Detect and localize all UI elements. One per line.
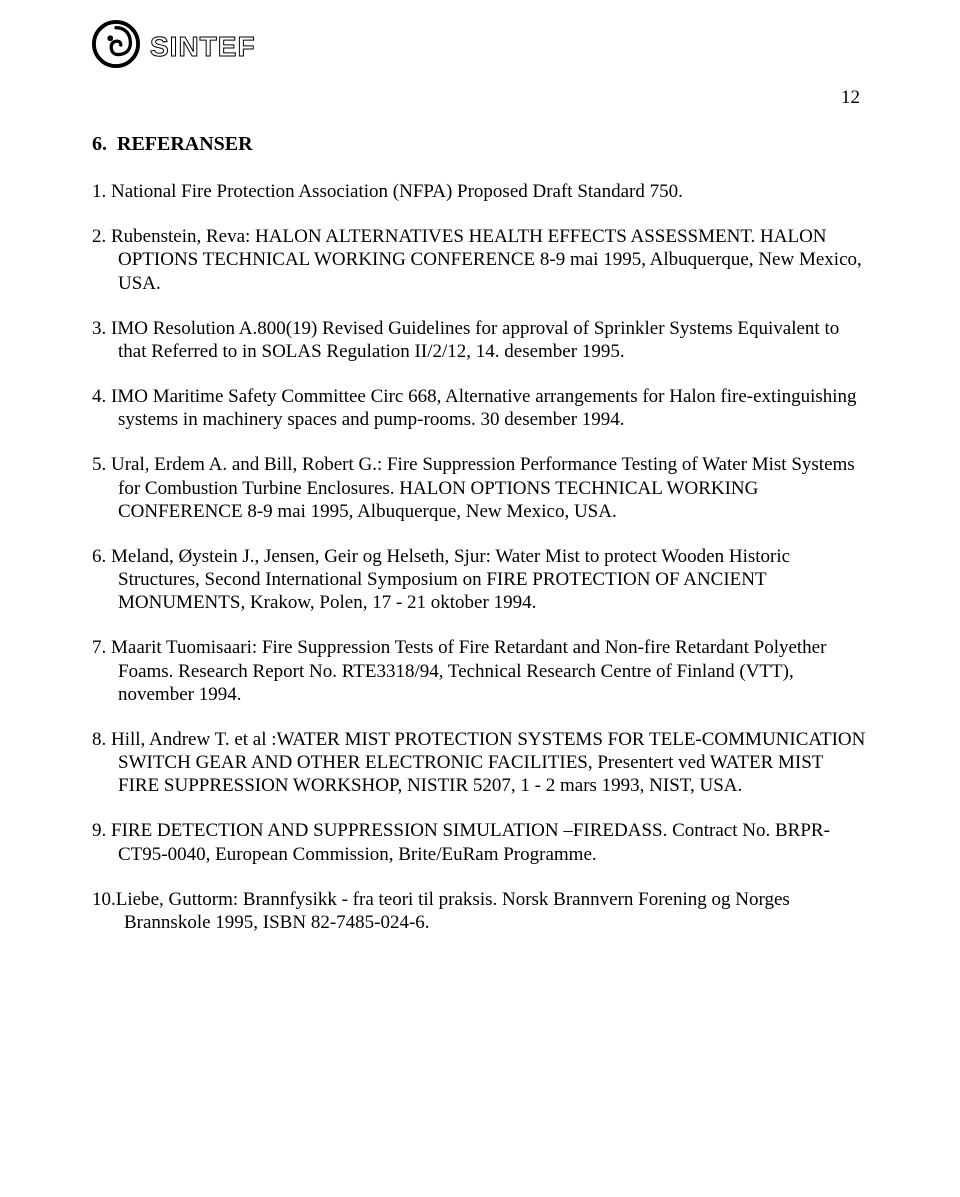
section-heading: REFERANSER xyxy=(117,133,253,155)
section-title: 6. REFERANSER xyxy=(92,133,868,156)
reference-item: 6. Meland, Øystein J., Jensen, Geir og H… xyxy=(92,545,868,615)
reference-number: 1. xyxy=(92,181,106,202)
reference-number: 7. xyxy=(92,637,106,658)
reference-text: National Fire Protection Association (NF… xyxy=(111,181,683,202)
sintef-logo-text: SINTEF xyxy=(150,31,256,63)
reference-text: Hill, Andrew T. et al :WATER MIST PROTEC… xyxy=(111,729,865,796)
reference-text: Meland, Øystein J., Jensen, Geir og Hels… xyxy=(111,546,790,613)
reference-number: 6. xyxy=(92,546,106,567)
header: SINTEF xyxy=(92,20,868,73)
reference-number: 2. xyxy=(92,226,106,247)
page-container: SINTEF 12 6. REFERANSER 1. National Fire… xyxy=(0,0,960,996)
reference-item: 7. Maarit Tuomisaari: Fire Suppression T… xyxy=(92,636,868,706)
reference-text: Liebe, Guttorm: Brannfysikk - fra teori … xyxy=(116,889,790,933)
reference-number: 5. xyxy=(92,454,106,475)
reference-item: 8. Hill, Andrew T. et al :WATER MIST PRO… xyxy=(92,728,868,798)
reference-item: 1. National Fire Protection Association … xyxy=(92,180,868,203)
page-number: 12 xyxy=(92,87,868,109)
sintef-logo-icon xyxy=(92,20,140,73)
reference-number: 4. xyxy=(92,386,106,407)
reference-item: 10.Liebe, Guttorm: Brannfysikk - fra teo… xyxy=(92,888,868,934)
reference-number: 8. xyxy=(92,729,106,750)
reference-item: 3. IMO Resolution A.800(19) Revised Guid… xyxy=(92,317,868,363)
reference-number: 9. xyxy=(92,820,106,841)
reference-text: IMO Maritime Safety Committee Circ 668, … xyxy=(111,386,857,430)
reference-text: FIRE DETECTION AND SUPPRESSION SIMULATIO… xyxy=(111,820,830,864)
reference-text: Ural, Erdem A. and Bill, Robert G.: Fire… xyxy=(111,454,855,521)
reference-text: IMO Resolution A.800(19) Revised Guideli… xyxy=(111,318,839,362)
reference-item: 2. Rubenstein, Reva: HALON ALTERNATIVES … xyxy=(92,225,868,295)
reference-number: 3. xyxy=(92,318,106,339)
reference-text: Maarit Tuomisaari: Fire Suppression Test… xyxy=(111,637,826,704)
reference-item: 4. IMO Maritime Safety Committee Circ 66… xyxy=(92,385,868,431)
reference-number: 10. xyxy=(92,889,116,910)
reference-item: 5. Ural, Erdem A. and Bill, Robert G.: F… xyxy=(92,453,868,523)
reference-text: Rubenstein, Reva: HALON ALTERNATIVES HEA… xyxy=(111,226,862,293)
reference-list: 1. National Fire Protection Association … xyxy=(92,180,868,934)
reference-item: 9. FIRE DETECTION AND SUPPRESSION SIMULA… xyxy=(92,819,868,865)
section-number: 6. xyxy=(92,133,107,155)
